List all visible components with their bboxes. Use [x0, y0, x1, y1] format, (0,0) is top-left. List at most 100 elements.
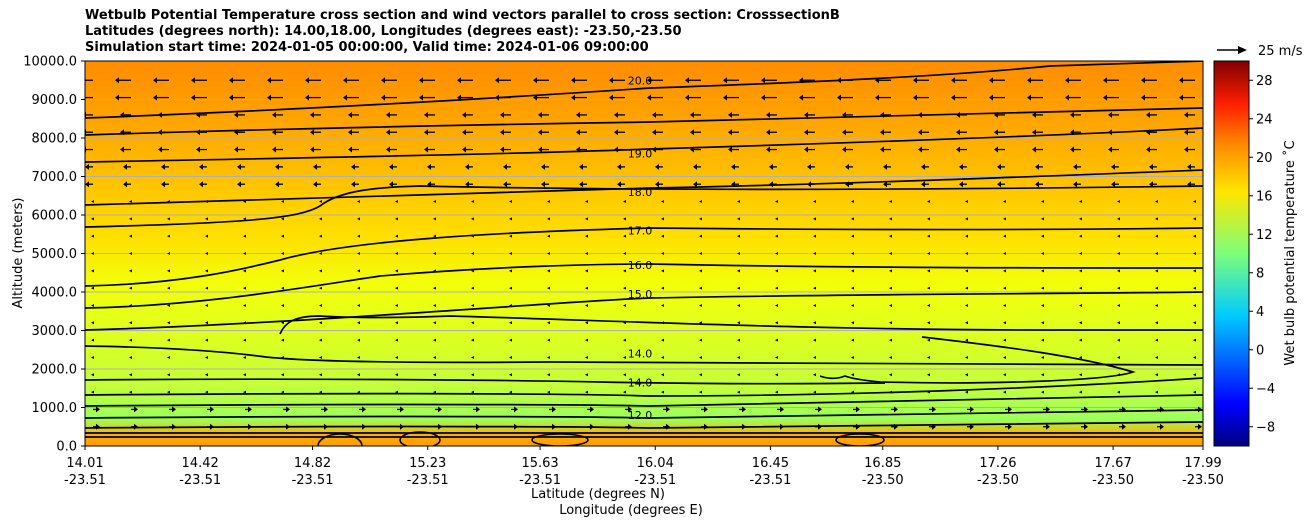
wind-vector-head — [1155, 286, 1158, 290]
contour-line — [85, 291, 1203, 331]
wind-vector-head — [883, 163, 887, 170]
wind-vector-head — [1041, 217, 1044, 221]
wind-vector-head — [509, 269, 512, 273]
wind-vector-head — [623, 321, 626, 325]
contour-line — [85, 169, 1203, 206]
wind-vector-head — [357, 373, 360, 377]
wind-vector-head — [395, 217, 398, 221]
wind-vector-head — [395, 286, 398, 290]
x-axis-label-longitude: Longitude (degrees E) — [559, 503, 703, 518]
wind-vector-head — [1003, 234, 1006, 238]
wind-vector-head — [1117, 269, 1120, 273]
wind-vector-head — [120, 129, 124, 136]
wind-vector-head — [813, 355, 816, 359]
wind-vector-head — [1179, 77, 1183, 84]
wind-vector-head — [1155, 200, 1158, 204]
wind-vector-head — [91, 286, 94, 290]
wind-vector-head — [775, 200, 778, 204]
wind-vector-head — [400, 406, 404, 413]
wind-vector-head — [120, 111, 124, 118]
wind-vector-head — [1117, 303, 1120, 307]
x-tick-label-lat: 17.67 — [1095, 456, 1132, 471]
wind-vector-head — [313, 181, 317, 188]
wind-vector-head — [1035, 181, 1039, 188]
wind-vector-head — [804, 111, 808, 118]
wind-vector-head — [471, 269, 474, 273]
wind-vector-head — [1079, 234, 1082, 238]
wind-vector-head — [845, 163, 849, 170]
wind-vector-head — [509, 373, 512, 377]
wind-vector-head — [807, 163, 811, 170]
wind-vector-head — [547, 217, 550, 221]
wind-vector-head — [775, 390, 778, 394]
wind-vectors — [85, 77, 1202, 430]
wind-vector-head — [243, 338, 246, 342]
wind-vector-head — [243, 390, 246, 394]
wind-vector-head — [965, 217, 968, 221]
wind-vector-head — [1193, 269, 1196, 273]
wind-vector-head — [775, 321, 778, 325]
wind-vector-head — [1041, 355, 1044, 359]
wind-vector-head — [851, 217, 854, 221]
wind-vector-head — [1073, 163, 1077, 170]
wind-vector-head — [1117, 355, 1120, 359]
wind-vector-head — [286, 406, 290, 413]
wind-vector-head — [661, 338, 664, 342]
wind-vector-head — [234, 129, 238, 136]
wind-vector-head — [462, 146, 466, 153]
wind-vector-head — [894, 406, 898, 413]
wind-vector-head — [851, 338, 854, 342]
x-tick-label-lat: 14.01 — [66, 456, 103, 471]
wind-vector-head — [465, 163, 469, 170]
wind-vector-head — [158, 129, 162, 136]
wind-vector-head — [1179, 94, 1183, 101]
wind-vector-head — [343, 94, 347, 101]
wind-vector-head — [395, 390, 398, 394]
wind-vector-head — [547, 303, 550, 307]
quiver-key-arrowhead — [1238, 46, 1247, 54]
wind-vector-head — [1193, 390, 1196, 394]
wind-vector-head — [267, 77, 271, 84]
wind-vector-head — [813, 269, 816, 273]
wind-vector-head — [509, 200, 512, 204]
wind-vector-head — [471, 321, 474, 325]
wind-vector-head — [210, 423, 214, 430]
wind-vector-head — [419, 94, 423, 101]
wind-vector-head — [248, 406, 252, 413]
wind-vector-head — [281, 234, 284, 238]
contour-line — [85, 227, 1203, 287]
wind-vector-head — [427, 163, 431, 170]
wind-vector-head — [552, 406, 556, 413]
wind-vector-head — [585, 252, 588, 255]
wind-vector-head — [319, 373, 322, 377]
wind-vector-head — [547, 338, 550, 342]
wind-vector-head — [1108, 111, 1112, 118]
contour-lines — [85, 61, 1203, 446]
wind-vector-head — [965, 390, 968, 394]
wind-vector-head — [666, 423, 670, 430]
wind-vector-head — [1032, 146, 1036, 153]
wind-vector-head — [731, 181, 735, 188]
wind-vector-head — [386, 146, 390, 153]
wind-vector-head — [129, 338, 132, 342]
wind-vector-head — [799, 94, 803, 101]
wind-vector-head — [319, 355, 322, 359]
x-tick-label-lat: 14.82 — [294, 456, 331, 471]
wind-vector-head — [1155, 234, 1158, 238]
wind-vector-head — [129, 286, 132, 290]
wind-vector-head — [1103, 77, 1107, 84]
wind-vector-head — [538, 111, 542, 118]
wind-vector-head — [305, 77, 309, 84]
wind-vector-head — [1003, 286, 1006, 290]
wind-vector-head — [623, 217, 626, 221]
wind-vector-head — [1141, 94, 1145, 101]
wind-vector-head — [533, 94, 537, 101]
wind-vector-head — [395, 200, 398, 204]
wind-vector-head — [457, 77, 461, 84]
wind-vector-head — [503, 181, 507, 188]
wind-vector-head — [699, 355, 702, 359]
wind-vector-head — [281, 286, 284, 290]
wind-vector-head — [965, 252, 968, 255]
wind-vector-head — [1155, 355, 1158, 359]
contour-line — [531, 433, 589, 446]
